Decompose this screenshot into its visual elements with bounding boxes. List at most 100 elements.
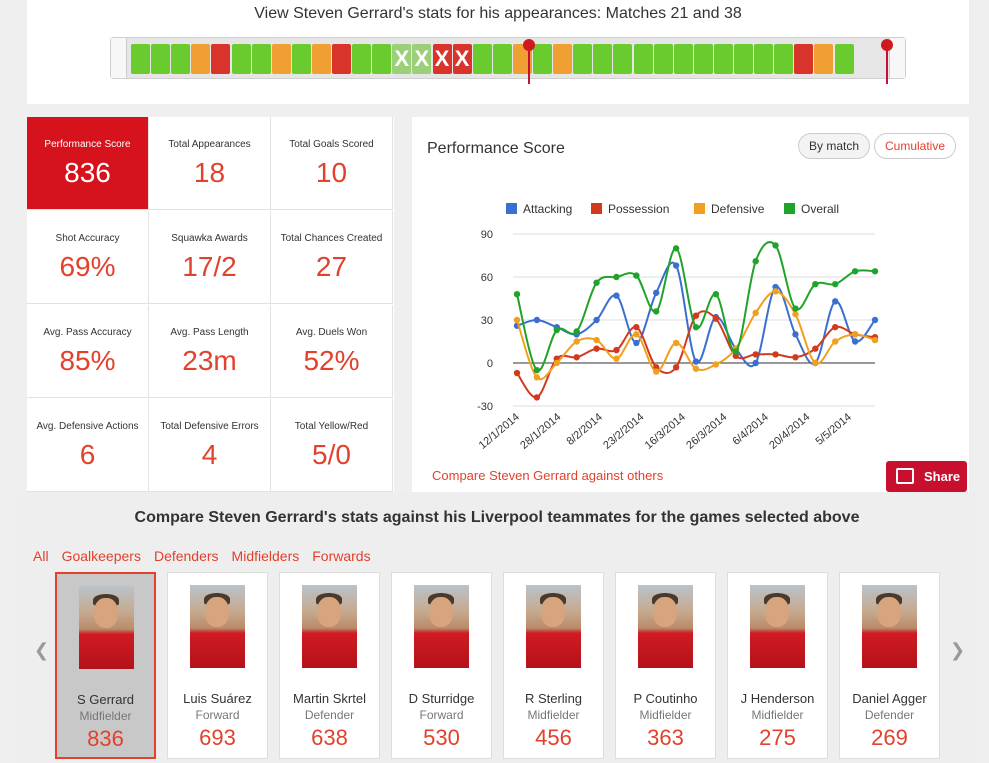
match-selector-panel: View Steven Gerrard's stats for his appe… [27,0,969,104]
stat-tile[interactable]: Avg. Duels Won 52% [271,305,393,398]
series-line-overall [516,241,876,372]
stat-tile[interactable]: Total Goals Scored 10 [271,117,393,210]
timeline-match-cell[interactable] [834,44,854,74]
timeline-end-handle-line[interactable] [886,46,888,84]
timeline-match-cell[interactable]: X [392,44,412,74]
player-face [653,597,677,627]
timeline-match-cell[interactable] [492,44,512,74]
timeline-match-cell[interactable] [774,44,794,74]
player-face [765,597,789,627]
data-point [712,315,720,322]
timeline-match-cell[interactable] [693,44,713,74]
timeline-match-cell[interactable] [131,44,150,74]
stat-tile[interactable]: Avg. Pass Length 23m [149,305,271,398]
timeline-match-cell[interactable] [332,44,351,74]
player-photo [414,585,469,668]
player-card[interactable]: Martin Skrtel Defender 638 [279,572,380,759]
timeline-match-cell[interactable] [271,44,291,74]
stat-tile[interactable]: Total Yellow/Red 5/0 [271,399,393,492]
timeline-match-cell[interactable] [713,44,733,74]
timeline-match-cell[interactable] [231,44,251,74]
chevron-left-icon[interactable]: ❮ [34,640,50,660]
player-position: Midfielder [639,708,692,722]
player-card[interactable]: D Sturridge Forward 530 [391,572,492,759]
filter-goalkeepers[interactable]: Goalkeepers [61,548,141,564]
player-name: R Sterling [524,691,583,706]
data-point [812,345,819,352]
player-card[interactable]: Luis Suárez Forward 693 [167,572,268,759]
player-face [877,597,901,627]
timeline-match-cell[interactable] [814,44,834,74]
data-point [553,359,560,367]
stat-tile[interactable]: Total Appearances 18 [149,117,271,210]
stat-tile[interactable]: Total Defensive Errors 4 [149,399,271,492]
stat-value: 27 [315,251,348,282]
player-card[interactable]: Daniel Agger Defender 269 [839,572,940,759]
x-tick-label: 28/1/2014 [518,411,563,452]
stat-tile[interactable]: Avg. Pass Accuracy 85% [27,305,149,398]
player-position: Defender [304,708,355,722]
stat-tile[interactable]: Avg. Defensive Actions 6 [27,399,149,492]
timeline-match-cell[interactable]: X [412,44,432,74]
timeline-match-cell[interactable] [533,44,552,74]
stat-tile[interactable]: Total Chances Created 27 [271,211,393,304]
stat-label: Total Goals Scored [289,139,374,150]
timeline-match-cell[interactable] [151,44,171,74]
player-card[interactable]: S Gerrard Midfielder 836 [55,572,156,759]
timeline-match-cell[interactable] [593,44,613,74]
data-point [553,326,560,334]
timeline-match-cell[interactable] [673,44,693,74]
timeline-right-cap [889,38,905,78]
timeline-match-cell[interactable] [653,44,673,74]
timeline-match-cell[interactable] [512,44,532,74]
timeline-match-cell[interactable]: X [452,44,472,74]
stat-tile[interactable]: Squawka Awards 17/2 [149,211,271,304]
timeline-match-cell[interactable] [311,44,331,74]
timeline-match-cell[interactable] [734,44,753,74]
timeline-match-cell[interactable] [613,44,633,74]
stat-tile[interactable]: Performance Score 836 [27,117,149,210]
timeline-match-cell[interactable] [291,44,311,74]
timeline-match-cell[interactable] [573,44,593,74]
timeline-match-cell[interactable] [372,44,392,74]
data-point [832,338,839,345]
player-card[interactable]: P Coutinho Midfielder 363 [615,572,716,759]
timeline-match-cell[interactable] [211,44,231,74]
timeline-match-cell[interactable] [472,44,492,74]
performance-chart: Attacking Possession Defensive Overall 90 60 3… [477,202,879,452]
timeline-match-cell[interactable] [171,44,191,74]
timeline-match-cell[interactable] [251,44,271,74]
player-score: 275 [759,725,796,750]
filter-all[interactable]: All [33,548,49,564]
filter-midfielders[interactable]: Midfielders [231,548,300,564]
timeline-match-cell[interactable] [633,44,653,74]
compare-against-others-link[interactable]: Compare Steven Gerrard against others [432,468,664,483]
timeline-end-handle[interactable] [881,39,893,51]
timeline-match-cell[interactable] [794,44,814,74]
timeline-match-cell[interactable] [754,44,774,74]
player-card[interactable]: J Henderson Midfielder 275 [727,572,828,759]
player-card[interactable]: R Sterling Midfielder 456 [503,572,604,759]
timeline-start-handle-line[interactable] [528,46,530,84]
cumulative-toggle[interactable]: Cumulative [874,133,957,159]
data-point [772,351,779,358]
legend-swatch [784,203,795,214]
timeline-start-handle[interactable] [523,39,535,51]
player-name: Martin Skrtel [293,691,366,706]
filter-forwards[interactable]: Forwards [312,548,371,564]
player-photo [862,585,917,668]
data-point [672,245,680,252]
timeline-match-cell[interactable] [553,44,573,74]
legend-label: Possession [608,202,669,216]
share-button[interactable]: Share [886,461,967,492]
timeline-match-cell[interactable]: X [432,44,452,74]
timeline-match-cell[interactable] [352,44,372,74]
timeline-match-cell[interactable] [191,44,211,74]
player-photo [79,586,134,669]
stat-tile[interactable]: Shot Accuracy 69% [27,211,149,304]
filter-defenders[interactable]: Defenders [153,548,219,564]
chevron-right-icon[interactable]: ❯ [950,640,966,660]
data-point [752,309,759,317]
by-match-toggle[interactable]: By match [798,133,871,159]
